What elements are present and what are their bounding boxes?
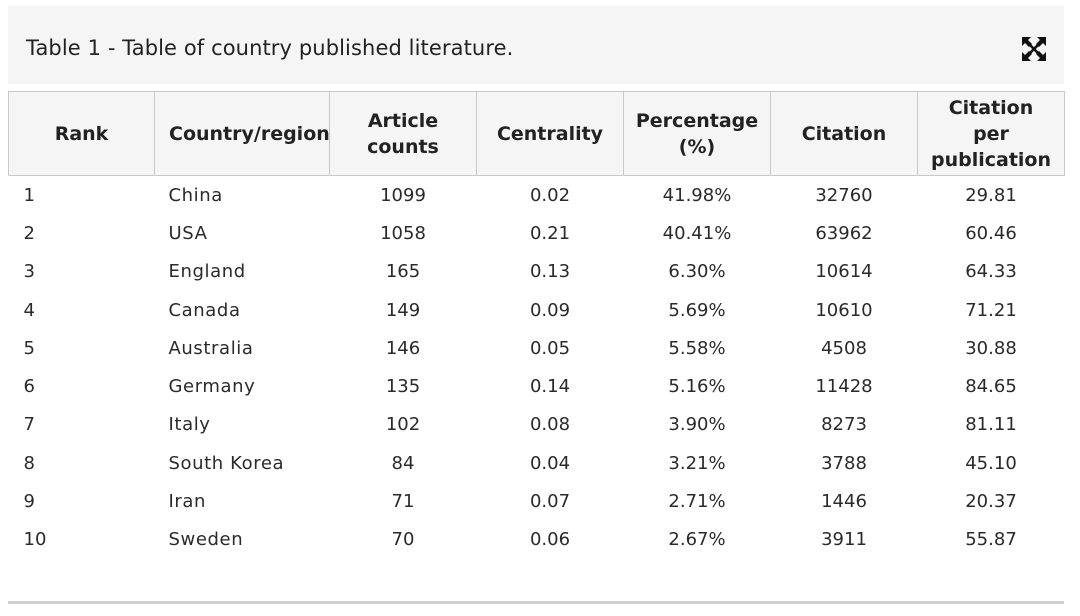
cell-citation: 1446 [821,491,867,513]
header-percentage: Percentage (%) [623,91,771,176]
cell-centrality: 0.06 [529,529,571,551]
cell-citation-per-publication: 81.11 [965,414,1017,436]
cell-article-counts: 102 [385,414,421,436]
cell-percentage: 5.58% [668,337,726,359]
cell-citation: 32760 [815,184,873,206]
cell-centrality: 0.05 [529,337,571,359]
cell-rank: 8 [23,452,35,474]
cell-citation-per-publication: 71.21 [965,299,1017,321]
cell-centrality: 0.02 [529,184,571,206]
cell-rank: 4 [23,299,35,321]
cell-article-counts: 146 [385,337,421,359]
cell-article-counts: 149 [385,299,421,321]
table-caption: Table 1 - Table of country published lit… [26,36,514,60]
cell-percentage: 40.41% [662,222,732,244]
cell-article-counts: 1058 [380,222,426,244]
cell-country: USA [168,222,208,244]
caption-bar: Table 1 - Table of country published lit… [8,6,1064,84]
cell-country: Iran [168,491,207,513]
cell-article-counts: 1099 [380,184,426,206]
cell-citation: 10610 [815,299,873,321]
cell-percentage: 41.98% [662,184,732,206]
table-row: 6 Germany 135 0.14 5.16% 11428 84.65 [9,367,1065,405]
header-article-counts: Article counts [329,91,477,176]
cell-rank: 9 [23,491,35,513]
header-rank: Rank [8,91,155,176]
cell-percentage: 2.67% [668,529,726,551]
cell-percentage: 5.69% [668,299,726,321]
cell-percentage: 2.71% [668,491,726,513]
table-row: 9 Iran 71 0.07 2.71% 1446 20.37 [9,482,1065,520]
cell-citation-per-publication: 20.37 [965,491,1017,513]
cell-centrality: 0.21 [529,222,571,244]
cell-country: England [168,261,246,283]
cell-citation-per-publication: 84.65 [965,376,1017,398]
cell-country: Sweden [168,529,244,551]
table-row: 8 South Korea 84 0.04 3.21% 3788 45.10 [9,444,1065,482]
cell-percentage: 3.21% [668,452,726,474]
expand-icon[interactable] [1020,35,1048,63]
cell-centrality: 0.04 [529,452,571,474]
cell-citation: 10614 [815,261,873,283]
cell-rank: 3 [23,261,35,283]
cell-rank: 10 [23,529,47,551]
country-literature-table: Rank Country/region Article counts Centr… [8,91,1065,559]
header-citation: Citation [770,91,918,176]
table-row: 7 Italy 102 0.08 3.90% 8273 81.11 [9,406,1065,444]
cell-country: Italy [168,414,211,436]
cell-citation-per-publication: 55.87 [965,529,1017,551]
cell-rank: 7 [23,414,35,436]
table-row: 2 USA 1058 0.21 40.41% 63962 60.46 [9,214,1065,252]
cell-country: South Korea [168,452,285,474]
table-row: 1 China 1099 0.02 41.98% 32760 29.81 [9,176,1065,215]
cell-rank: 1 [23,184,35,206]
cell-citation-per-publication: 60.46 [965,222,1017,244]
header-citation-per-publication: Citation per publication [917,91,1065,176]
cell-centrality: 0.13 [529,261,571,283]
cell-citation: 4508 [821,337,867,359]
cell-citation: 11428 [815,376,873,398]
cell-rank: 5 [23,337,35,359]
cell-article-counts: 135 [385,376,421,398]
cell-citation: 3788 [821,452,867,474]
cell-country: Australia [168,337,254,359]
cell-country: Germany [168,376,256,398]
table-row: 4 Canada 149 0.09 5.69% 10610 71.21 [9,291,1065,329]
header-centrality: Centrality [476,91,624,176]
cell-percentage: 5.16% [668,376,726,398]
cell-country: Canada [168,299,241,321]
cell-rank: 6 [23,376,35,398]
cell-centrality: 0.07 [529,491,571,513]
bottom-divider [8,601,1064,604]
cell-citation: 63962 [815,222,873,244]
table-row: 5 Australia 146 0.05 5.58% 4508 30.88 [9,329,1065,367]
cell-centrality: 0.14 [529,376,571,398]
cell-centrality: 0.08 [529,414,571,436]
cell-article-counts: 165 [385,261,421,283]
cell-centrality: 0.09 [529,299,571,321]
cell-rank: 2 [23,222,35,244]
header-country: Country/region [154,91,330,176]
cell-citation: 8273 [821,414,867,436]
cell-citation-per-publication: 29.81 [965,184,1017,206]
table-row: 10 Sweden 70 0.06 2.67% 3911 55.87 [9,521,1065,559]
cell-citation: 3911 [821,529,867,551]
cell-citation-per-publication: 64.33 [965,261,1017,283]
cell-percentage: 3.90% [668,414,726,436]
cell-article-counts: 84 [391,452,415,474]
table-row: 3 England 165 0.13 6.30% 10614 64.33 [9,253,1065,291]
cell-percentage: 6.30% [668,261,726,283]
cell-citation-per-publication: 30.88 [965,337,1017,359]
cell-country: China [168,184,223,206]
cell-article-counts: 71 [391,491,415,513]
cell-article-counts: 70 [391,529,415,551]
cell-citation-per-publication: 45.10 [965,452,1017,474]
table-header-row: Rank Country/region Article counts Centr… [8,91,1065,176]
